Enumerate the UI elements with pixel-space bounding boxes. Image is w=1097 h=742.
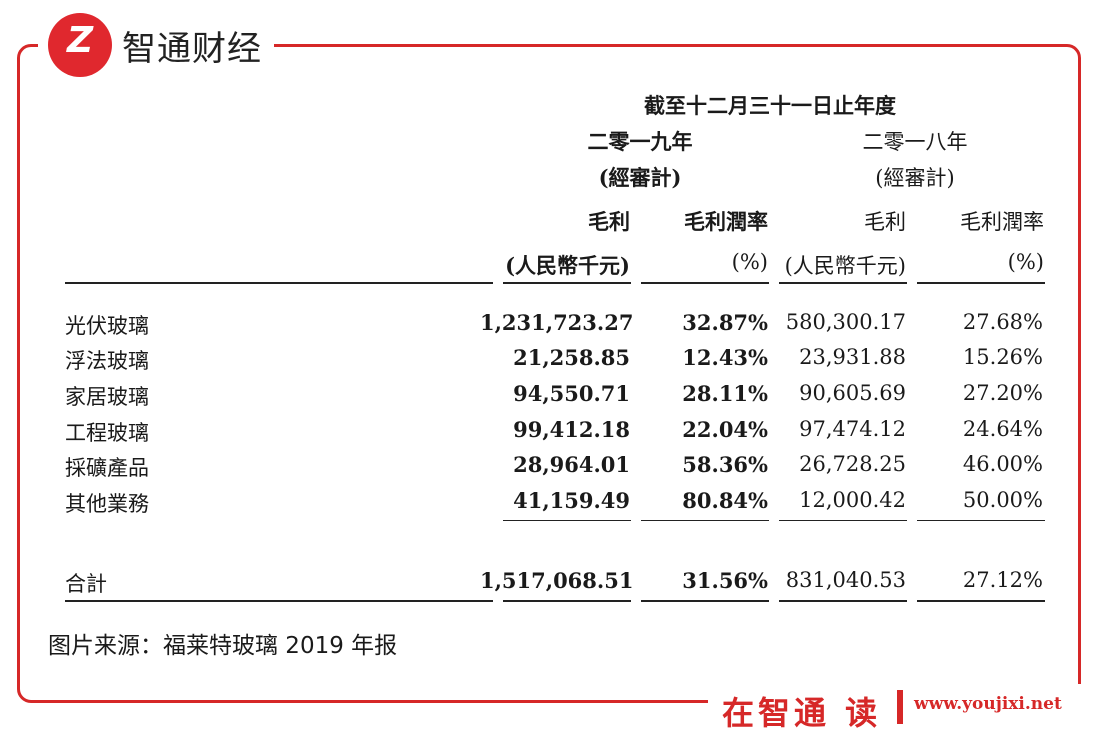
header-rule-col1	[503, 282, 631, 284]
cell-margin-2019: 80.84%	[682, 488, 768, 513]
col-gross-profit-2019: 毛利	[588, 209, 630, 234]
cell-margin-2018: 27.20%	[962, 381, 1043, 405]
cell-margin-2019: 32.87%	[682, 310, 768, 335]
cell-gp-2018: 12,000.42	[799, 488, 906, 512]
header-rule-col2	[641, 282, 769, 284]
cell-gp-2018: 26,728.25	[799, 452, 906, 476]
cell-margin-2019: 28.11%	[682, 381, 768, 406]
cell-gp-2019: 1,231,723.27	[480, 310, 634, 335]
col-gross-profit-2018-unit: (人民幣千元)	[784, 254, 906, 278]
subtotal-rule-col2	[641, 520, 769, 521]
total-margin-2018: 27.12%	[962, 568, 1043, 592]
cell-gp-2019: 28,964.01	[513, 452, 630, 477]
cell-margin-2018: 50.00%	[962, 488, 1043, 512]
col-margin-2018: 毛利潤率	[960, 210, 1044, 234]
col-margin-2019-unit: (%)	[731, 250, 768, 274]
total-margin-2019: 31.56%	[682, 568, 768, 593]
cell-margin-2018: 15.26%	[962, 345, 1043, 369]
cell-gp-2018: 97,474.12	[799, 417, 906, 441]
brand-logo-icon: Z	[48, 13, 112, 77]
cell-margin-2019: 58.36%	[682, 452, 768, 477]
cell-gp-2019: 99,412.18	[513, 417, 630, 442]
footer-brand: 在智通 读	[722, 694, 882, 732]
bottom-rule-col3	[779, 600, 907, 602]
cell-margin-2019: 12.43%	[682, 345, 768, 370]
row-label: 工程玻璃	[65, 421, 149, 445]
card-frame	[17, 44, 1081, 703]
cell-gp-2019: 94,550.71	[513, 381, 630, 406]
year-2018: 二零一八年	[862, 130, 968, 154]
bottom-rule-label	[65, 600, 493, 602]
footer-divider	[897, 690, 903, 724]
col-margin-2019: 毛利潤率	[684, 209, 768, 234]
header-rule-label	[65, 282, 493, 284]
row-label: 採礦產品	[65, 456, 149, 480]
period-header: 截至十二月三十一日止年度	[644, 93, 896, 118]
cell-gp-2018: 580,300.17	[785, 310, 906, 334]
row-label: 光伏玻璃	[65, 314, 149, 338]
bottom-rule-col4	[917, 600, 1045, 602]
source-caption: 图片来源：福莱特玻璃 2019 年报	[48, 626, 398, 660]
header-rule-col3	[779, 282, 907, 284]
row-label: 浮法玻璃	[65, 349, 149, 373]
cell-gp-2018: 90,605.69	[799, 381, 906, 405]
cell-gp-2019: 41,159.49	[513, 488, 630, 513]
row-label: 家居玻璃	[65, 385, 149, 409]
cell-margin-2018: 24.64%	[962, 417, 1043, 441]
cell-margin-2018: 46.00%	[962, 452, 1043, 476]
bottom-rule-col1	[503, 600, 631, 602]
year-2018-note: (經審計)	[875, 166, 955, 190]
cell-margin-2019: 22.04%	[682, 417, 768, 442]
brand-name: 智通财经	[122, 28, 262, 69]
row-label: 其他業務	[65, 492, 149, 516]
total-gp-2019: 1,517,068.51	[480, 568, 634, 593]
subtotal-rule-col4	[917, 520, 1045, 521]
subtotal-rule-col1	[503, 520, 631, 521]
year-2019: 二零一九年	[587, 129, 693, 154]
cell-margin-2018: 27.68%	[962, 310, 1043, 334]
subtotal-rule-col3	[779, 520, 907, 521]
cell-gp-2018: 23,931.88	[799, 345, 906, 369]
header-rule-col4	[917, 282, 1045, 284]
col-margin-2018-unit: (%)	[1007, 250, 1044, 274]
col-gross-profit-2019-unit: (人民幣千元)	[505, 253, 630, 278]
year-2019-note: (經審計)	[598, 165, 682, 190]
cell-gp-2019: 21,258.85	[513, 345, 630, 370]
total-label: 合計	[65, 572, 107, 596]
brand-header: Z 智通财经	[38, 10, 274, 80]
bottom-rule-col2	[641, 600, 769, 602]
total-gp-2018: 831,040.53	[785, 568, 906, 592]
col-gross-profit-2018: 毛利	[864, 210, 906, 234]
footer-site-link[interactable]: www.youjixi.net	[914, 694, 1062, 714]
